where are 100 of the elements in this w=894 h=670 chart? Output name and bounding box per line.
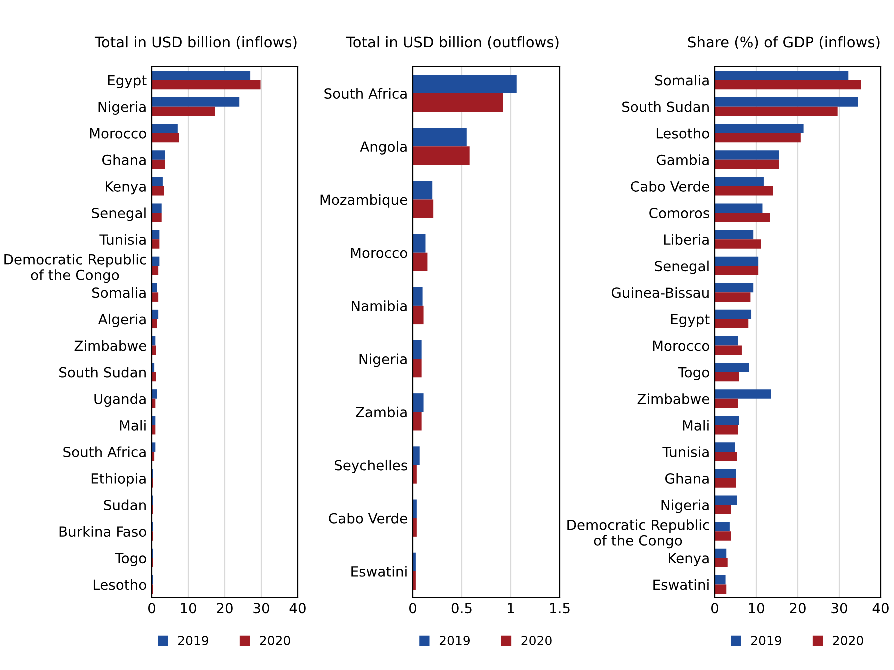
bar — [715, 240, 762, 249]
y-tick-label: Zimbabwe — [74, 340, 146, 352]
bar — [715, 106, 838, 116]
bar — [715, 469, 736, 479]
bar — [152, 390, 158, 399]
bar — [715, 416, 740, 426]
y-tick-label: Guinea-Bissau — [612, 287, 709, 298]
bar — [413, 146, 470, 166]
legend-label: 2019 — [178, 636, 208, 646]
bar — [152, 204, 162, 214]
y-tick-label: Cabo Verde — [329, 513, 408, 524]
chart-title: Share (%) of GDP (inflows) — [688, 36, 880, 50]
y-tick-label: Senegal — [655, 260, 709, 274]
y-tick-label: Somalia — [92, 287, 146, 298]
bar — [152, 266, 159, 276]
bar — [715, 319, 749, 329]
y-tick-label: Sudan — [104, 500, 146, 511]
legend-label: 2020 — [260, 636, 290, 646]
bar — [715, 532, 732, 541]
bar — [715, 478, 736, 488]
bar — [152, 240, 160, 249]
y-tick-label: Zambia — [356, 406, 407, 418]
y-tick-label: Tunisia — [100, 234, 146, 246]
x-tick-label: 30 — [254, 603, 270, 614]
y-tick-label: Ghana — [102, 154, 146, 166]
y-tick-label: South Africa — [64, 446, 146, 458]
y-tick-label: Namibia — [352, 300, 407, 312]
bar — [715, 70, 849, 80]
bar — [715, 522, 730, 532]
bar — [413, 446, 420, 466]
y-tick-label: Kenya — [669, 553, 709, 566]
y-tick-label: South Sudan — [622, 102, 709, 112]
legend-label: 2019 — [440, 636, 470, 646]
y-tick-label: Eswatini — [654, 579, 709, 590]
bar — [152, 186, 164, 196]
bar — [715, 584, 727, 594]
chart-title: Total in USD billion (inflows) — [94, 36, 297, 50]
x-tick-label: 0 — [148, 603, 156, 614]
bar — [715, 204, 763, 214]
y-tick-label: Seychelles — [334, 460, 408, 474]
y-tick-label: Gambia — [656, 154, 709, 166]
bar — [715, 292, 751, 302]
y-tick-label: Burkina Faso — [60, 526, 146, 538]
bar — [413, 412, 422, 431]
x-tick-label: 1.5 — [550, 603, 570, 614]
bar — [413, 394, 424, 412]
bar — [715, 177, 764, 186]
chart-title: Total in USD billion (outflows) — [346, 36, 559, 50]
y-tick-label: Mali — [120, 420, 146, 431]
bar — [715, 548, 727, 558]
y-tick-label: Uganda — [94, 394, 146, 408]
y-tick-label: Angola — [360, 141, 407, 155]
y-tick-label: Mozambique — [320, 194, 408, 208]
bar — [715, 363, 750, 372]
bar — [715, 80, 862, 90]
bar — [152, 124, 178, 134]
y-tick-label: Tunisia — [662, 446, 709, 458]
bar — [152, 292, 159, 302]
bar — [413, 200, 434, 218]
bar — [413, 252, 428, 272]
bar — [413, 234, 426, 253]
y-tick-label: Kenya — [106, 182, 146, 195]
bar — [715, 425, 738, 435]
legend-label: 2019 — [751, 636, 782, 646]
bar — [715, 398, 738, 408]
bar — [715, 390, 772, 399]
bar — [715, 452, 737, 462]
y-tick-label: Democratic Republic of the Congo — [568, 520, 710, 549]
bar — [152, 319, 158, 329]
y-tick-label: Zimbabwe — [638, 394, 710, 404]
y-tick-label: Cabo Verde — [631, 181, 710, 192]
y-tick-label: Egypt — [671, 314, 710, 328]
x-tick-label: 40 — [872, 603, 889, 614]
bar — [715, 575, 726, 585]
bar — [413, 74, 517, 94]
y-tick-label: South Africa — [324, 88, 407, 100]
bar — [715, 98, 858, 107]
bar — [715, 336, 738, 346]
x-tick-label: 20 — [790, 603, 806, 614]
y-tick-label: Togo — [678, 367, 710, 380]
y-tick-label: Nigeria — [662, 500, 709, 514]
bar — [715, 558, 728, 568]
x-tick-label: 40 — [290, 603, 306, 614]
bar — [413, 181, 433, 200]
y-tick-label: Senegal — [92, 208, 146, 222]
bar — [715, 213, 770, 222]
bar — [715, 133, 801, 143]
y-tick-label: Liberia — [664, 234, 709, 246]
bar — [152, 133, 180, 143]
y-tick-label: Nigeria — [360, 354, 407, 368]
x-tick-label: 0.5 — [452, 603, 472, 614]
bar — [152, 80, 261, 90]
y-tick-label: Togo — [115, 553, 146, 566]
y-tick-label: Morocco — [90, 128, 146, 139]
x-tick-label: 10 — [181, 603, 196, 614]
bar — [152, 213, 162, 222]
bar — [715, 230, 754, 240]
bar — [413, 340, 422, 360]
bar — [715, 124, 804, 134]
y-tick-label: South Sudan — [60, 367, 146, 378]
